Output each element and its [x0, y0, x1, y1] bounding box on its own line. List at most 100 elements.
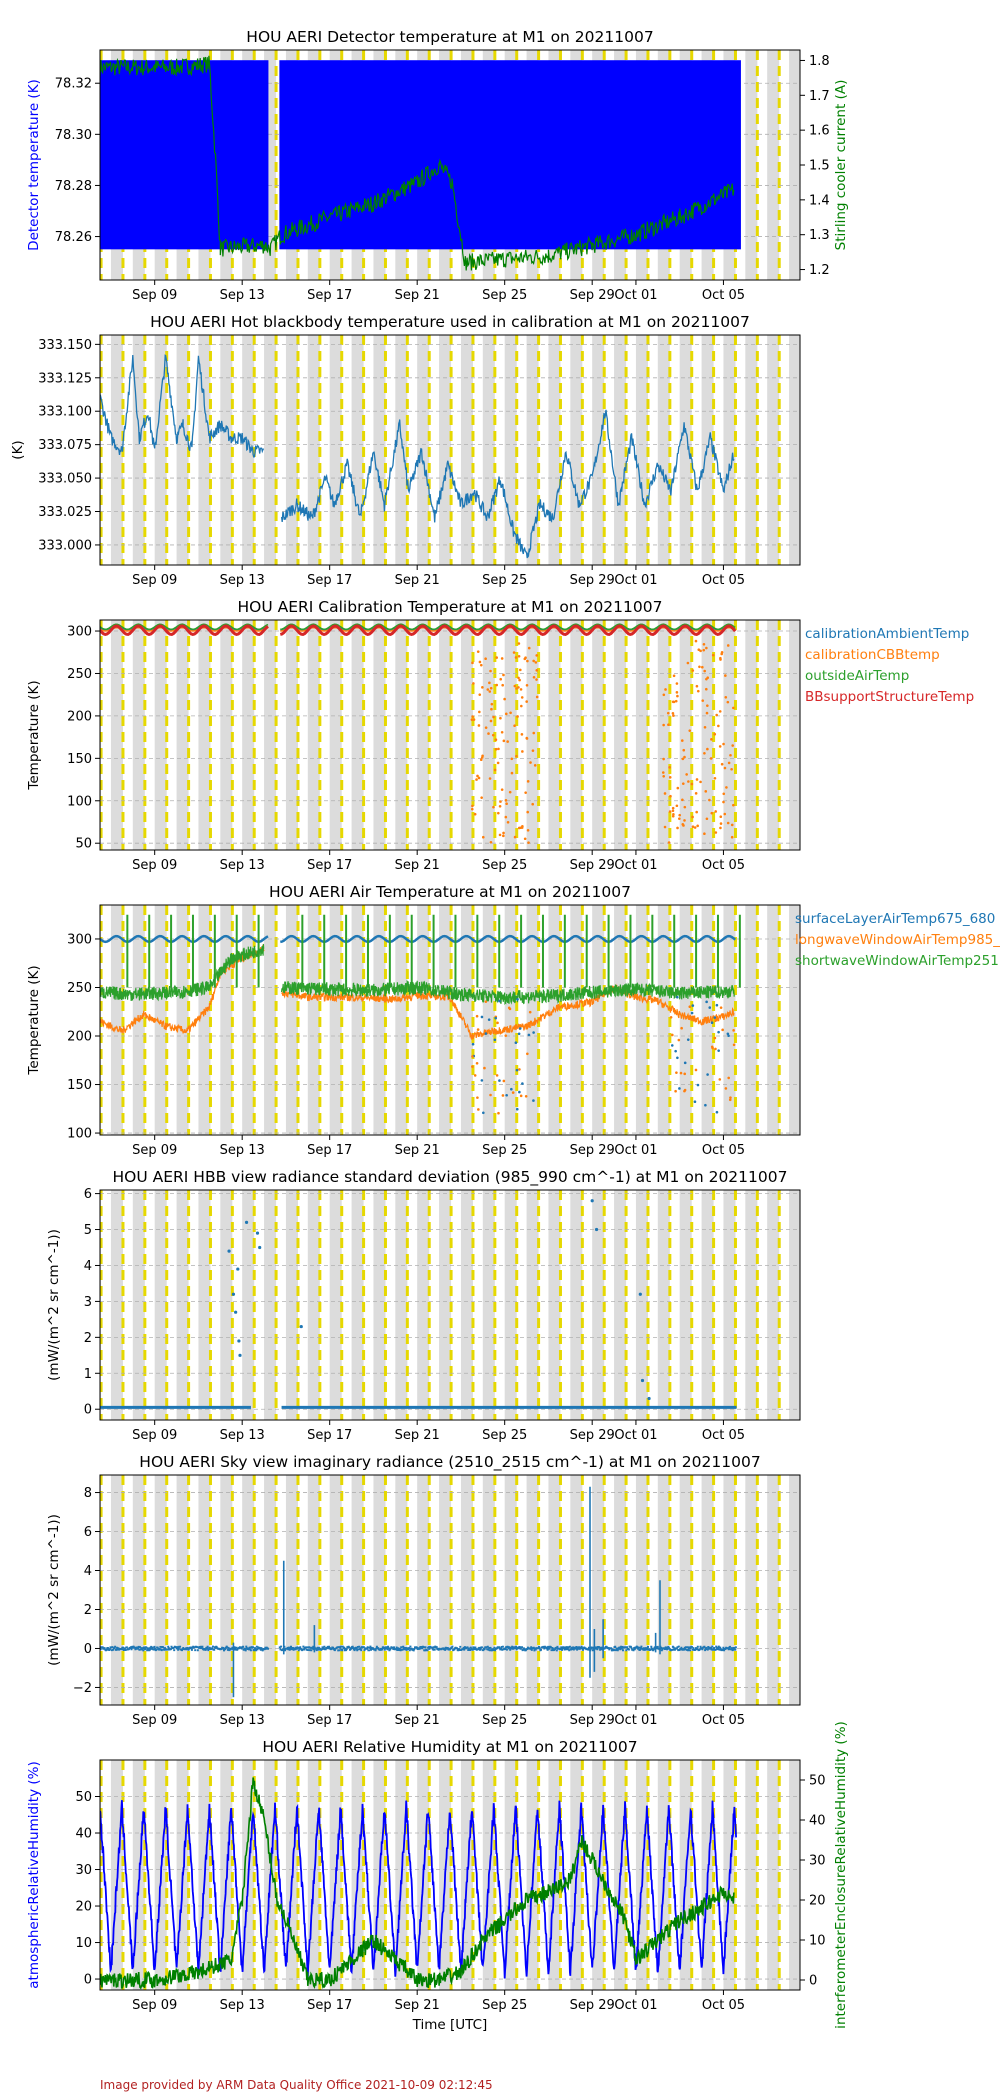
- night-shade: [614, 335, 627, 565]
- night-shade: [592, 1190, 605, 1420]
- cbb-dropout-point: [527, 841, 530, 844]
- y-tick-label: 333.000: [38, 538, 92, 553]
- air-temp-outlier: [494, 1016, 498, 1020]
- air-temp-outlier: [524, 1094, 528, 1098]
- cbb-dropout-point: [671, 814, 675, 818]
- cbb-dropout-point: [719, 822, 723, 825]
- cbb-dropout-point: [675, 691, 679, 694]
- night-shade: [701, 1475, 714, 1705]
- cbb-dropout-point: [682, 748, 686, 752]
- cbb-dropout-point: [713, 776, 717, 780]
- y2-tick-label: 1.3: [809, 228, 830, 243]
- cbb-dropout-point: [470, 718, 474, 721]
- y-axis-label: (K): [10, 440, 26, 459]
- x-tick-label: Sep 09: [132, 288, 177, 303]
- air-temp-outlier: [694, 1068, 698, 1072]
- night-shade: [198, 335, 211, 565]
- legend-entry: BBsupportStructureTemp: [805, 689, 974, 705]
- night-shade: [767, 905, 780, 1135]
- air-temp-outlier: [683, 1061, 687, 1065]
- plot-area: [100, 335, 800, 565]
- night-shade: [745, 905, 758, 1135]
- y2-tick-label: 1.6: [809, 124, 830, 139]
- night-shade: [439, 1190, 452, 1420]
- air-temp-outlier: [493, 1038, 497, 1042]
- night-shade: [723, 335, 736, 565]
- night-shade: [329, 335, 342, 565]
- night-shade: [110, 1475, 123, 1705]
- air-temp-outlier: [480, 1079, 484, 1082]
- cbb-dropout-point: [678, 817, 681, 820]
- cbb-dropout-point: [675, 804, 679, 808]
- night-shade: [242, 1190, 255, 1420]
- night-shade: [373, 335, 386, 565]
- axes-frame: [99, 619, 801, 851]
- cbb-dropout-point: [532, 659, 535, 663]
- y-tick-label: 40: [75, 1827, 92, 1842]
- hbb-std-point: [590, 1199, 594, 1203]
- cbb-dropout-point: [671, 809, 675, 813]
- cbb-dropout-point: [666, 711, 670, 715]
- night-shade: [198, 1190, 211, 1420]
- air-temp-outlier: [693, 1100, 697, 1104]
- night-shade: [176, 335, 189, 565]
- air-temp-outlier: [498, 999, 501, 1003]
- night-shade: [351, 620, 364, 850]
- y2-tick-label: 10: [809, 1934, 826, 1949]
- y-tick-label: 78.30: [55, 128, 92, 143]
- cbb-dropout-point: [506, 740, 509, 743]
- cbb-dropout-point: [727, 761, 731, 765]
- cbb-dropout-point: [497, 811, 500, 815]
- cbb-dropout-point: [523, 837, 527, 841]
- night-shade: [417, 905, 430, 1135]
- air-temp-outlier: [471, 1055, 474, 1058]
- air-temp-outlier: [687, 1017, 691, 1020]
- night-shade: [679, 1475, 692, 1705]
- y2-axis-label: Stirling cooler current (A): [833, 80, 849, 251]
- night-shade: [351, 335, 364, 565]
- cbb-dropout-point: [498, 833, 502, 837]
- night-shade: [264, 335, 277, 565]
- hbb-temp-line: [100, 354, 735, 559]
- cbb-dropout-point: [488, 777, 492, 780]
- air-temp-outlier: [677, 1038, 681, 1042]
- x-tick-label: Sep 13: [220, 573, 265, 588]
- night-shade: [100, 620, 102, 850]
- air-temp-outlier: [683, 1088, 687, 1092]
- y2-tick-label: 50: [809, 1774, 826, 1789]
- night-shade: [789, 620, 800, 850]
- x-tick-label: Sep 13: [220, 1428, 265, 1443]
- night-shade: [439, 1475, 452, 1705]
- cbb-dropout-point: [726, 821, 730, 825]
- axes-frame: [99, 1759, 801, 1991]
- x-tick-label: Sep 09: [132, 573, 177, 588]
- cbb-dropout-point: [500, 730, 504, 734]
- air-temp-outlier: [498, 1079, 501, 1082]
- cbb-dropout-point: [719, 826, 722, 830]
- cbb-dropout-point: [662, 757, 665, 761]
- night-shade: [110, 1190, 123, 1420]
- y2-tick-label: 0: [809, 1974, 817, 1989]
- night-shade: [351, 905, 364, 1135]
- cbb-dropout-point: [492, 715, 495, 719]
- x-tick-label: Oct 05: [702, 1428, 745, 1443]
- y-tick-label: 78.32: [55, 77, 92, 92]
- night-shade: [417, 1475, 430, 1705]
- air-temp-outlier: [715, 1110, 719, 1114]
- night-shade: [264, 620, 277, 850]
- y-tick-label: 20: [75, 1900, 92, 1915]
- air-temp-outlier: [518, 1068, 521, 1071]
- air-temp-outlier: [721, 1028, 724, 1032]
- night-shade: [635, 1475, 648, 1705]
- x-tick-label: Sep 25: [482, 1143, 527, 1158]
- cbb-dropout-point: [535, 654, 539, 657]
- cbb-dropout-point: [487, 732, 490, 735]
- cbb-dropout-point: [531, 749, 535, 752]
- night-shade: [811, 1475, 823, 1705]
- night-shade: [482, 1475, 495, 1705]
- air-temp-outlier: [502, 1079, 506, 1083]
- air-temp-outlier: [508, 1007, 512, 1011]
- x-tick-label: Sep 21: [395, 573, 440, 588]
- night-shade: [482, 1190, 495, 1420]
- night-shade: [570, 1475, 583, 1705]
